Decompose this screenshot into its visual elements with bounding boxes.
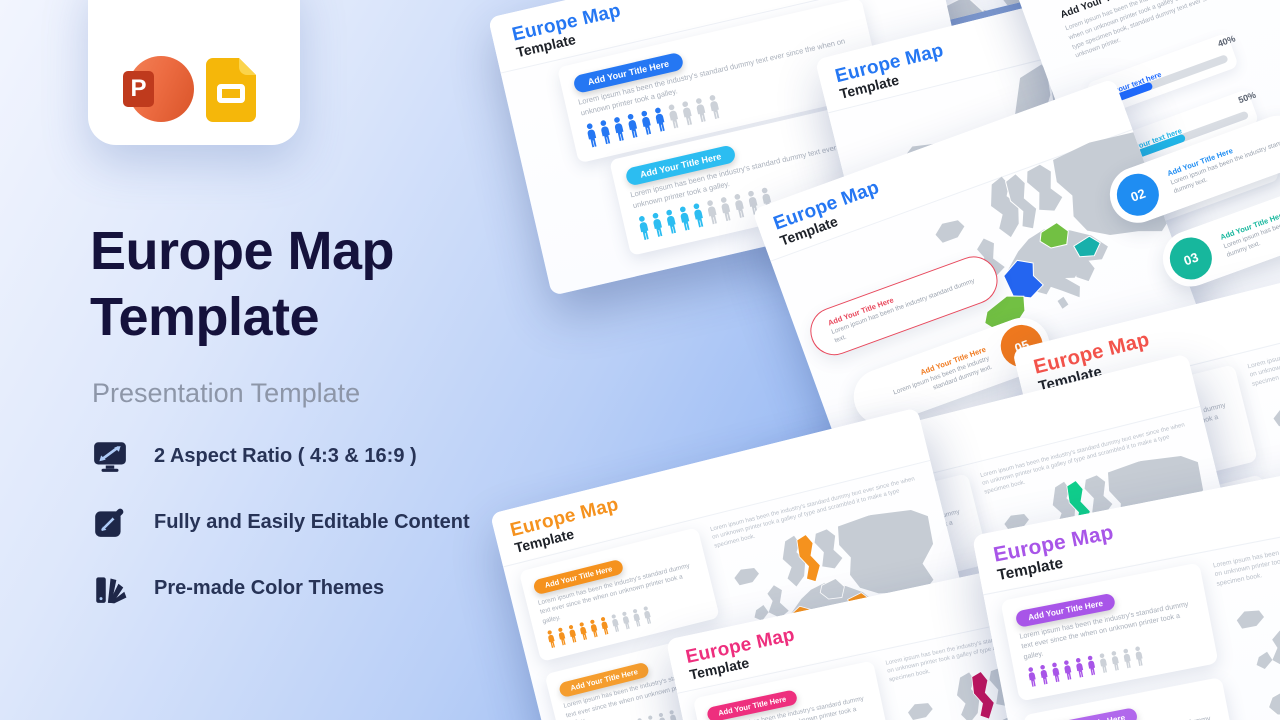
- person-pictogram: [1109, 650, 1122, 672]
- edit-content-icon: [92, 504, 128, 540]
- feature-item-color-themes: Pre-made Color Themes: [92, 570, 470, 606]
- person-pictogram: [1038, 664, 1051, 686]
- google-slides-frame: [217, 84, 245, 103]
- feature-item-editable: Fully and Easily Editable Content: [92, 504, 470, 540]
- feature-list: 2 Aspect Ratio ( 4:3 & 16:9 ) Fully and …: [92, 438, 470, 606]
- feature-item-aspect-ratio: 2 Aspect Ratio ( 4:3 & 16:9 ): [92, 438, 470, 474]
- google-slides-icon: [206, 58, 256, 122]
- person-pictogram: [1121, 648, 1134, 670]
- page-title-line1: Europe Map: [90, 221, 395, 281]
- feature-label: Pre-made Color Themes: [154, 576, 385, 599]
- person-pictogram: [1097, 653, 1110, 675]
- person-pictogram: [1049, 662, 1062, 684]
- page-title: Europe Map Template: [90, 218, 395, 350]
- list-item-number: 03: [1163, 231, 1218, 286]
- powerpoint-icon: P: [123, 56, 194, 122]
- google-slides-fold: [239, 58, 256, 75]
- color-themes-icon: [92, 570, 128, 606]
- person-pictogram: [1026, 666, 1039, 688]
- list-item-number: 02: [1110, 167, 1165, 222]
- aspect-ratio-monitor-icon: [92, 438, 128, 474]
- title-pill: Add Your Title Here: [1037, 707, 1139, 720]
- person-pictogram: [641, 605, 654, 625]
- hero-panel: P Europe Map Template Presentation Templ…: [0, 0, 500, 720]
- person-pictogram: [1061, 659, 1074, 681]
- person-pictogram: [1133, 646, 1146, 668]
- page-subtitle: Presentation Template: [92, 378, 361, 408]
- feature-label: 2 Aspect Ratio ( 4:3 & 16:9 ): [154, 444, 417, 467]
- progress-percent: 40%: [1216, 33, 1237, 49]
- person-pictogram: [1073, 657, 1086, 679]
- person-pictogram: [667, 709, 680, 720]
- feature-label: Fully and Easily Editable Content: [154, 510, 470, 533]
- page-title-line2: Template: [90, 287, 320, 347]
- app-icons-card: P: [88, 0, 300, 145]
- person-pictogram: [1085, 655, 1098, 677]
- progress-percent: 50%: [1236, 89, 1258, 106]
- powerpoint-letter: P: [123, 71, 154, 107]
